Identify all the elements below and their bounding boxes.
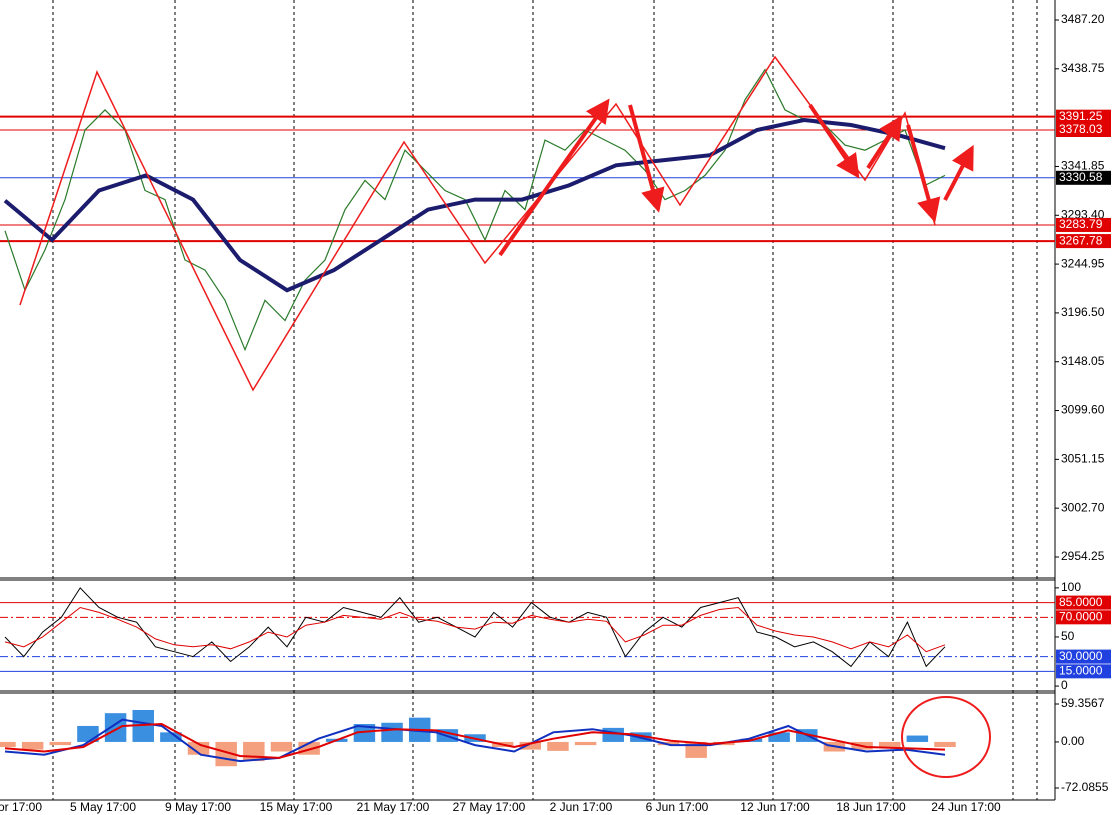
annotations [19,55,991,778]
y-tick-label: 0.00 [1061,734,1085,748]
histogram-bar [906,735,929,742]
y-tick-label: 0 [1061,678,1068,692]
histogram-bar [519,741,542,750]
x-tick-label: 12 Jun 17:00 [740,800,810,814]
histogram-bar [768,732,790,742]
y-tick-label: 3148.05 [1061,354,1105,368]
histogram-bar [934,741,956,748]
x-tick-label: 5 May 17:00 [70,800,136,814]
y-tick-label: 3438.75 [1061,61,1105,75]
histogram-bar [160,732,182,742]
level-label: 3283.79 [1059,217,1103,231]
histogram-bar [574,741,597,746]
y-tick-label: 3196.50 [1061,305,1105,319]
y-tick-label: 59.3567 [1061,696,1105,710]
level-label-box [1056,109,1111,124]
y-tick-label: 3244.95 [1061,256,1105,270]
series-line [4,606,946,653]
y-tick-label: 100 [1061,580,1081,594]
plot-area [0,68,1055,767]
series-line [4,722,946,759]
level-label: 30.0000 [1059,649,1103,663]
x-tick-label: 15 May 17:00 [260,800,333,814]
histogram-bar [547,741,569,751]
y-tick-label: 2954.25 [1061,549,1105,563]
histogram-bar [353,724,376,742]
series-line [3,117,946,293]
level-label-box [1056,234,1111,249]
y-tick-label: 3487.20 [1061,12,1105,26]
x-tick-label: 21 May 17:00 [357,800,430,814]
day-separators [52,0,1038,800]
x-tick-label: 6 Jun 17:00 [646,800,709,814]
series-line [4,718,946,763]
x-tick-label: 24 Jun 17:00 [931,800,1001,814]
y-tick-label: 3293.40 [1061,207,1105,221]
x-tick-label: 2 Jun 17:00 [550,800,613,814]
histogram-bar [878,741,901,748]
histogram-bar [104,713,127,742]
x-tick-label: 9 May 17:00 [165,800,231,814]
y-tick-label: -72.0855 [1061,780,1109,794]
y-tick-label: 3051.15 [1061,452,1105,466]
histogram-bar [21,741,44,750]
level-label-box [1056,610,1111,625]
level-label-box [1056,123,1111,138]
level-label: 3267.78 [1059,233,1103,247]
histogram-bar [602,727,624,742]
x-tick-label: 18 Jun 17:00 [836,800,906,814]
y-tick-label: 3002.70 [1061,500,1105,514]
level-label-box [1056,217,1111,232]
histogram-bar [381,722,403,742]
histogram-bar [243,741,265,762]
level-label: 15.0000 [1059,664,1103,678]
histogram-bar [0,741,16,748]
x-tick-label: 27 May 17:00 [453,800,526,814]
y-tick-label: 3341.85 [1061,159,1105,173]
y-tick-label: 3099.60 [1061,403,1105,417]
series-line [4,587,946,668]
histogram-bar [132,709,154,742]
level-label: 70.0000 [1059,609,1103,623]
y-tick-label: 50 [1061,629,1075,643]
x-tick-label: or 17:00 [0,800,42,814]
level-label-box [1056,664,1111,679]
histogram-bar [49,741,72,746]
level-label: 3391.25 [1059,109,1103,123]
level-label-box [1056,649,1111,664]
level-label-box [1056,170,1111,185]
level-label: 85.0000 [1059,595,1103,609]
level-label: 3330.58 [1059,170,1103,184]
level-label-box [1056,595,1111,610]
pane-borders [0,0,1056,801]
level-label: 3378.03 [1059,122,1103,136]
histogram-bar [270,741,293,752]
series-line [4,68,946,352]
